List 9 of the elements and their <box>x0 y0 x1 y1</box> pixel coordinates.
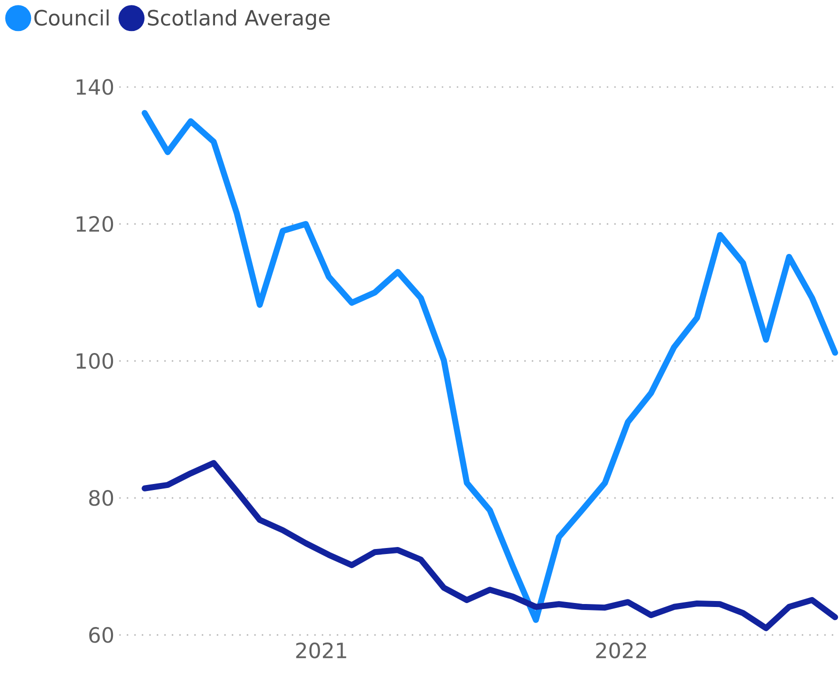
y-tick-label: 60 <box>89 627 114 643</box>
y-tick-label: 140 <box>76 79 114 95</box>
y-tick-label: 80 <box>89 490 114 506</box>
y-tick-label: 120 <box>76 216 114 232</box>
legend-label: Council <box>34 9 109 26</box>
x-tick-label: 2022 <box>596 642 646 658</box>
x-tick-label: 2021 <box>296 642 346 658</box>
legend-label: Scotland Average <box>148 9 330 30</box>
y-tick-label: 100 <box>76 353 114 369</box>
